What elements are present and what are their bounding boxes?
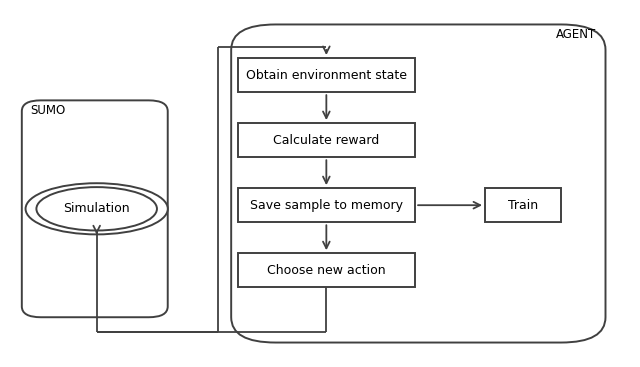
Text: Obtain environment state: Obtain environment state [246, 69, 407, 81]
Text: Choose new action: Choose new action [267, 264, 386, 277]
FancyBboxPatch shape [237, 123, 415, 157]
FancyBboxPatch shape [237, 253, 415, 287]
Text: Calculate reward: Calculate reward [273, 134, 380, 147]
Text: Simulation: Simulation [63, 202, 130, 215]
FancyBboxPatch shape [485, 188, 561, 222]
Ellipse shape [26, 183, 168, 235]
FancyBboxPatch shape [231, 25, 605, 342]
Text: AGENT: AGENT [556, 28, 596, 41]
Ellipse shape [36, 187, 157, 230]
Text: Save sample to memory: Save sample to memory [250, 199, 403, 212]
Text: SUMO: SUMO [31, 104, 66, 117]
FancyBboxPatch shape [237, 188, 415, 222]
FancyBboxPatch shape [237, 58, 415, 92]
Text: Train: Train [508, 199, 538, 212]
FancyBboxPatch shape [22, 100, 168, 317]
